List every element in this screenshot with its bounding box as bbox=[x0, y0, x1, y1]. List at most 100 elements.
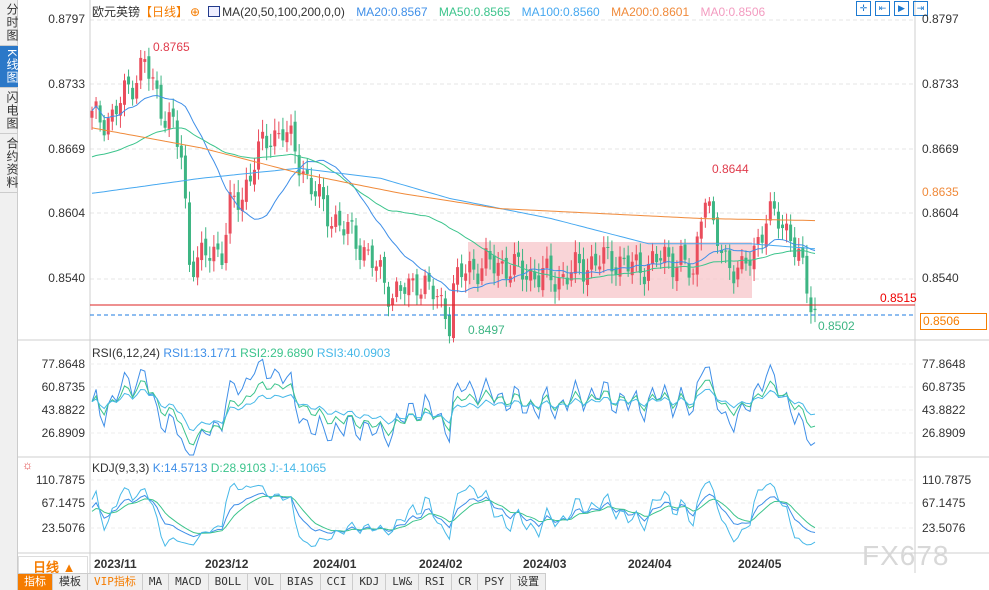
candle-body bbox=[655, 253, 659, 263]
candle-body bbox=[630, 261, 634, 276]
play-icon[interactable]: ▶ bbox=[894, 1, 909, 16]
rsi1-line bbox=[91, 358, 816, 456]
candle-body bbox=[244, 179, 248, 202]
go-latest-icon[interactable]: ⇥ bbox=[913, 1, 928, 16]
tab-bias[interactable]: BIAS bbox=[281, 574, 321, 590]
rsi-axis-label: 77.8648 bbox=[41, 357, 85, 371]
candle-body bbox=[297, 154, 301, 176]
candle-body bbox=[521, 260, 525, 280]
ma20-value: MA20:0.8567 bbox=[356, 5, 428, 19]
candle-body bbox=[326, 195, 330, 227]
rsi-axis-label: 26.8909 bbox=[922, 426, 966, 440]
candle-body bbox=[114, 105, 118, 115]
tab-macd[interactable]: MACD bbox=[169, 574, 209, 590]
candle-body bbox=[752, 245, 756, 270]
candle-body bbox=[496, 262, 500, 276]
candle-body bbox=[289, 125, 293, 134]
tab-vol[interactable]: VOL bbox=[248, 574, 281, 590]
candle-body bbox=[281, 129, 285, 141]
crosshair-icon[interactable]: ⊕ bbox=[190, 5, 201, 19]
candle-body bbox=[781, 224, 785, 229]
candle-body bbox=[671, 253, 675, 278]
tab-cci[interactable]: CCI bbox=[321, 574, 354, 590]
ma-indicator-icon[interactable] bbox=[208, 6, 221, 17]
tab-vip-indicators[interactable]: VIP指标 bbox=[88, 574, 143, 590]
rsi-label: RSI(6,12,24) bbox=[92, 346, 161, 360]
tab-ma[interactable]: MA bbox=[143, 574, 170, 590]
candle-body bbox=[293, 121, 297, 152]
candle-body bbox=[602, 247, 606, 264]
sidebar: 分时图 K线图 闪电图 合约资料 bbox=[0, 0, 19, 590]
candle-body bbox=[736, 267, 740, 280]
fit-axis-icon[interactable]: ⇤ bbox=[875, 1, 890, 16]
rsi-axis-label: 43.8822 bbox=[922, 403, 966, 417]
candle-body bbox=[646, 263, 650, 281]
tab-psy[interactable]: PSY bbox=[478, 574, 512, 590]
date-label: 2024/01 bbox=[313, 557, 357, 571]
tab-rsi[interactable]: RSI bbox=[419, 574, 452, 590]
tab-contract-info[interactable]: 合约资料 bbox=[0, 134, 19, 194]
candle-body bbox=[634, 254, 638, 261]
candle-body bbox=[338, 210, 342, 226]
candle-body bbox=[110, 109, 114, 122]
rsi-axis-label: 60.8735 bbox=[41, 380, 85, 394]
candle-body bbox=[228, 192, 232, 234]
date-label: 2024/03 bbox=[523, 557, 567, 571]
candle-body bbox=[569, 272, 573, 281]
candle-body bbox=[549, 255, 553, 281]
candle-body bbox=[309, 177, 313, 195]
candle-body bbox=[118, 103, 122, 116]
candle-body bbox=[626, 255, 630, 272]
candle-body bbox=[391, 298, 395, 305]
tab-indicators[interactable]: 指标 bbox=[18, 574, 53, 590]
tab-kline[interactable]: K线图 bbox=[0, 46, 19, 89]
date-label: 2024/02 bbox=[419, 557, 463, 571]
tab-lw[interactable]: LW& bbox=[386, 574, 420, 590]
tab-boll[interactable]: BOLL bbox=[209, 574, 249, 590]
tab-flash[interactable]: 闪电图 bbox=[0, 88, 19, 135]
rsi-axis-label: 60.8735 bbox=[922, 380, 966, 394]
candle-body bbox=[610, 251, 614, 272]
candle-body bbox=[378, 260, 382, 267]
candle-body bbox=[460, 263, 464, 278]
ma20-line bbox=[91, 94, 816, 293]
tab-templates[interactable]: 模板 bbox=[53, 574, 88, 590]
tab-timeshare[interactable]: 分时图 bbox=[0, 0, 19, 46]
candle-body bbox=[370, 245, 374, 268]
candle-body bbox=[590, 256, 594, 270]
candle-body bbox=[200, 242, 204, 261]
candle-body bbox=[679, 245, 683, 265]
kdj-axis-label: 67.1475 bbox=[41, 496, 85, 510]
candle-body bbox=[415, 274, 419, 296]
tab-settings[interactable]: 设置 bbox=[511, 574, 547, 590]
settings-sun-icon[interactable]: ☼ bbox=[22, 458, 33, 472]
crosshair-toggle-icon[interactable]: ✛ bbox=[856, 1, 871, 16]
candle-body bbox=[561, 274, 565, 278]
candle-body bbox=[586, 270, 590, 285]
rsi2-value: RSI2:29.6890 bbox=[240, 346, 314, 360]
candle-body bbox=[399, 285, 403, 291]
candle-body bbox=[443, 298, 447, 320]
period-selector-button[interactable]: 日线 ▲ bbox=[18, 556, 88, 575]
candle-body bbox=[707, 201, 711, 206]
candle-body bbox=[740, 256, 744, 270]
candle-body bbox=[354, 225, 358, 249]
candle-body bbox=[687, 263, 691, 278]
candle-body bbox=[557, 277, 561, 290]
candle-body bbox=[277, 133, 281, 135]
candle-body bbox=[232, 195, 236, 197]
tab-kdj[interactable]: KDJ bbox=[353, 574, 387, 590]
candle-body bbox=[512, 254, 516, 275]
candle-body bbox=[456, 267, 460, 285]
candle-body bbox=[622, 257, 626, 260]
candle-body bbox=[724, 250, 728, 252]
tab-cr[interactable]: CR bbox=[452, 574, 479, 590]
candle-body bbox=[212, 246, 216, 262]
ma50-line bbox=[91, 127, 816, 280]
d-value: D:28.9103 bbox=[210, 461, 267, 475]
candle-body bbox=[151, 77, 155, 79]
candle-body bbox=[204, 238, 208, 256]
j-value: J:-14.1065 bbox=[269, 461, 327, 475]
candle-body bbox=[541, 267, 545, 291]
